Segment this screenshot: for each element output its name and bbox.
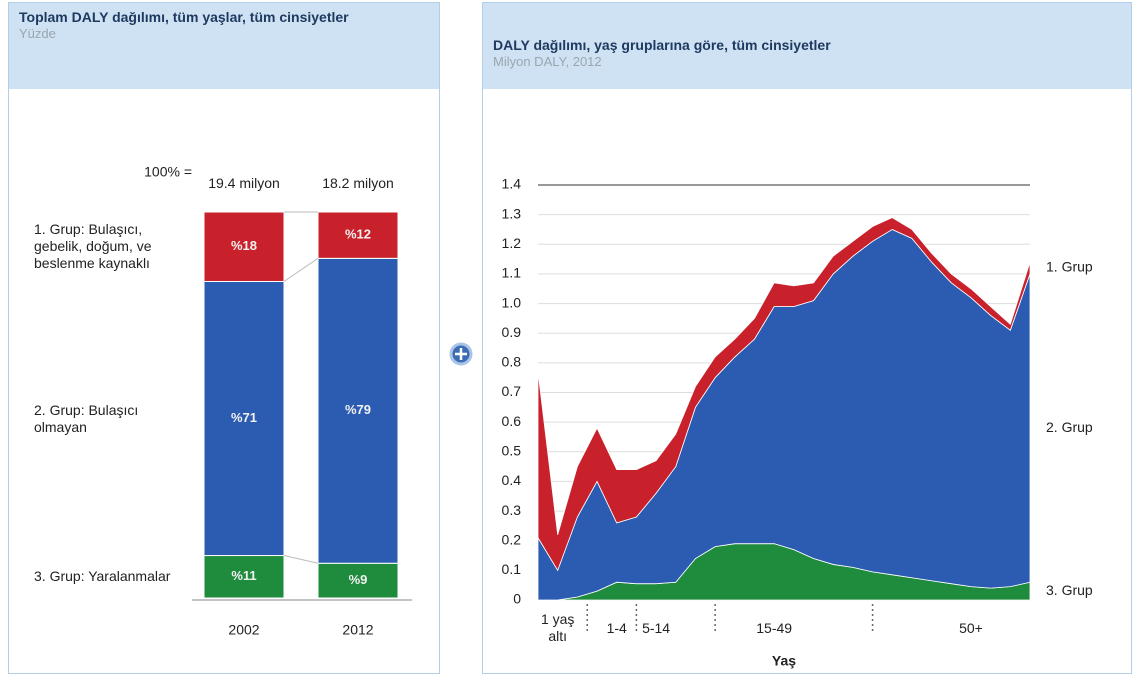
total-label-box: 18.2 milyon [322,174,394,191]
bar-segment [317,257,399,564]
y-tick-label: 0.4 [502,472,522,488]
y-tick-label: 0 [513,591,521,607]
series-name-box: 3. Grup: Yaralanmalar [34,568,171,585]
value-label: %18 [231,238,257,253]
right-header: DALY dağılımı, yaş gruplarına göre, tüm … [483,3,1131,89]
y-tick-label: 0.7 [502,383,522,399]
x-tick-label: 15-49 [756,619,793,636]
right-subtitle: Milyon DALY, 2012 [493,54,602,69]
x-tick-label-box: 1 yaş altı [540,611,575,644]
right-panel: DALY dağılımı, yaş gruplarına göre, tüm … [482,2,1132,674]
y-tick-label: 1.2 [502,235,522,251]
y-tick-label: 0.3 [502,502,522,518]
x-tick-label: 2002 [228,622,259,638]
x-tick-label: 2012 [342,622,373,638]
y-tick-label: 1.0 [502,294,522,310]
y-tick-label: 0.2 [502,531,522,547]
x-tick-label-box: 5-14 [642,619,671,636]
left-header: Toplam DALY dağılımı, tüm yaşlar, tüm ci… [9,3,439,89]
left-subtitle: Yüzde [19,26,56,41]
x-tick-label: 1-4 [606,619,627,636]
bar-segment [203,555,285,599]
left-panel: Toplam DALY dağılımı, tüm yaşlar, tüm ci… [8,2,440,674]
total-caption: 100% = [144,164,192,180]
y-tick-label: 0.6 [502,413,522,429]
series-name: 3. Grup: Yaralanmalar [34,568,171,585]
y-tick-label: 1.3 [502,205,522,221]
y-tick-label: 0.1 [502,561,522,577]
series-name: 1. Grup: Bulaşıcı, gebelik, doğum, ve be… [34,221,152,272]
x-tick-label-box: 50+ [959,619,983,636]
series-label: 2. Grup [1046,419,1093,435]
series-name-box: 1. Grup: Bulaşıcı, gebelik, doğum, ve be… [34,221,152,272]
x-tick-label: 1 yaş altı [540,611,575,644]
bar-segment [203,280,285,557]
value-label: %79 [345,402,371,417]
total-label-box: 19.4 milyon [208,174,280,191]
series-name-box: 2. Grup: Bulaşıcı olmayan [34,401,139,435]
connector [283,257,319,282]
area [537,217,1031,572]
left-title: Toplam DALY dağılımı, tüm yaşlar, tüm ci… [19,9,349,25]
value-label: %71 [231,410,257,425]
y-tick-label: 1.4 [502,176,522,192]
total-label: 18.2 milyon [322,174,394,191]
y-tick-label: 0.8 [502,354,522,370]
x-axis-title: Yaş [772,653,796,669]
series-label: 1. Grup [1046,259,1093,275]
x-tick-label: 50+ [959,619,983,636]
value-label: %12 [345,227,371,242]
bar-segment [317,562,399,599]
connector [283,555,319,564]
total-label: 19.4 milyon [208,174,280,191]
x-tick-label-box: 1-4 [606,619,627,636]
right-title: DALY dağılımı, yaş gruplarına göre, tüm … [493,37,831,53]
value-label: %9 [349,572,368,587]
value-label: %11 [231,568,256,583]
series-label: 3. Grup [1046,582,1093,598]
plus-sign [455,348,467,360]
bar-segment [203,211,285,282]
x-tick-label-box: 15-49 [756,619,793,636]
series-name: 2. Grup: Bulaşıcı olmayan [34,401,139,435]
y-tick-label: 0.9 [502,324,522,340]
x-tick-label: 5-14 [642,619,671,636]
bar-segment [317,211,399,259]
y-tick-label: 0.5 [502,442,522,458]
y-tick-label: 1.1 [502,265,522,281]
